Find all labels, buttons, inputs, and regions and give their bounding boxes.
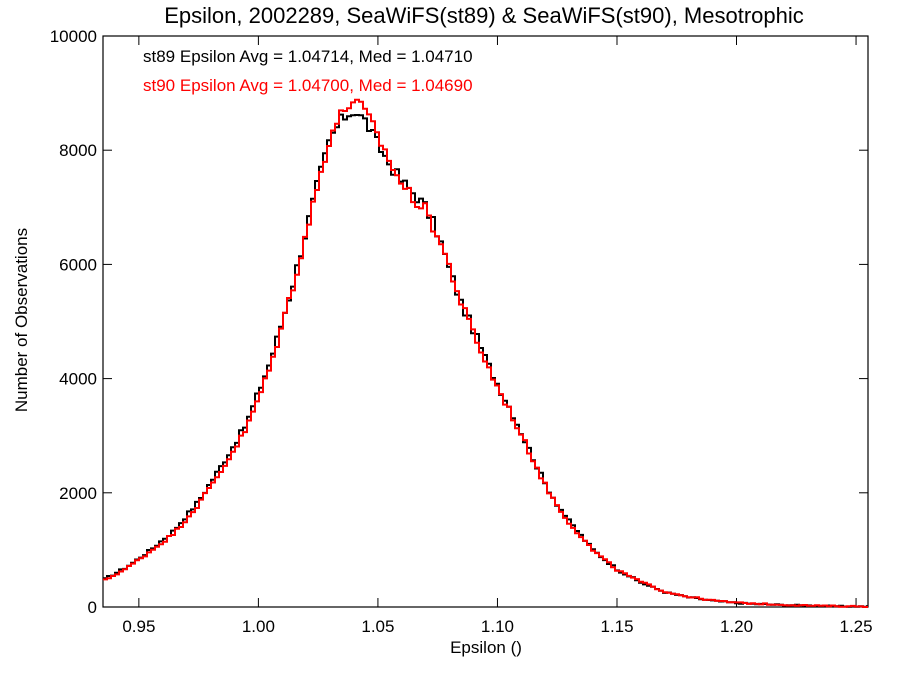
x-axis-label: Epsilon () (450, 638, 522, 657)
y-tick-label: 4000 (59, 370, 97, 389)
x-tick-label: 1.25 (840, 617, 873, 636)
y-axis-label: Number of Observations (12, 228, 31, 412)
series-layer (103, 98, 868, 608)
y-tick-label: 8000 (59, 141, 97, 160)
y-axis-ticks: 0 2000 4000 6000 8000 10000 (50, 27, 868, 617)
y-tick-label: 0 (88, 598, 97, 617)
x-tick-label: 1.15 (600, 617, 633, 636)
y-tick-label: 2000 (59, 484, 97, 503)
x-tick-label: 1.00 (242, 617, 275, 636)
x-tick-label: 1.20 (720, 617, 753, 636)
plot-area: 0.95 1.00 1.05 1.10 1.15 1.20 1.25 0 2000 4000 60… (50, 27, 873, 636)
x-tick-label: 0.95 (122, 617, 155, 636)
series-st90 (103, 98, 868, 608)
y-tick-label: 10000 (50, 27, 97, 46)
x-axis-ticks: 0.95 1.00 1.05 1.10 1.15 1.20 1.25 (122, 36, 873, 636)
x-tick-label: 1.10 (481, 617, 514, 636)
x-tick-label: 1.05 (361, 617, 394, 636)
annotation-st89: st89 Epsilon Avg = 1.04714, Med = 1.0471… (143, 47, 473, 66)
annotation-st90: st90 Epsilon Avg = 1.04700, Med = 1.0469… (143, 76, 473, 95)
chart-title: Epsilon, 2002289, SeaWiFS(st89) & SeaWiF… (164, 3, 804, 28)
y-tick-label: 6000 (59, 255, 97, 274)
plot-frame (102, 35, 869, 608)
